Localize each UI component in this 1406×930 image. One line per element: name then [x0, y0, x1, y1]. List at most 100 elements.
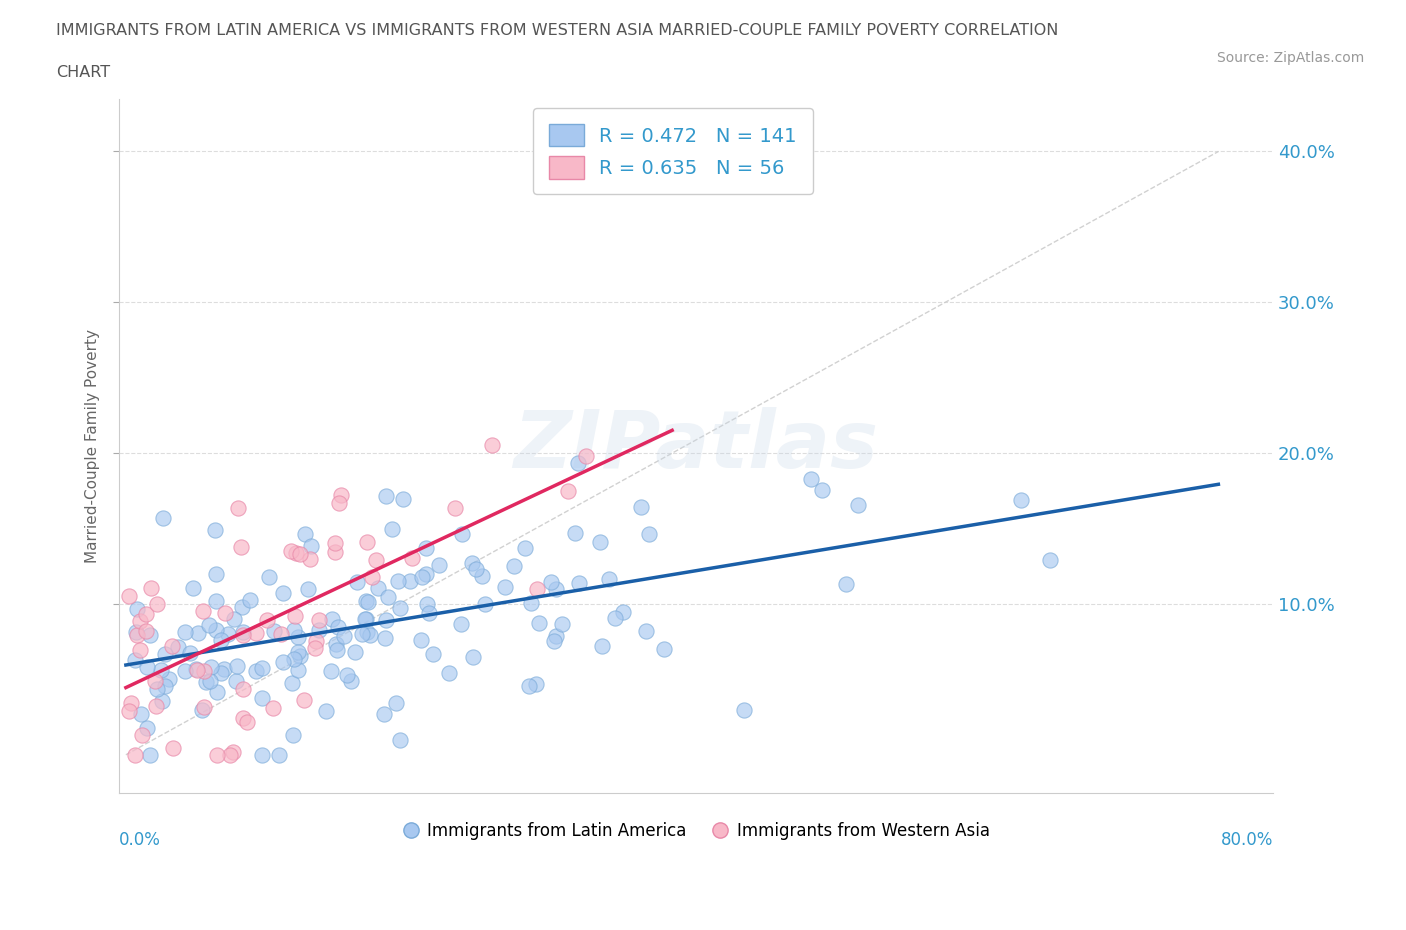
Point [323, 536, 346, 551]
Point [415, 540, 437, 555]
Point [231, 600, 253, 615]
Point [135, 721, 157, 736]
Point [139, 628, 162, 643]
Point [465, 562, 488, 577]
Point [256, 612, 278, 627]
Point [503, 559, 526, 574]
Point [287, 662, 309, 677]
Point [294, 526, 316, 541]
Point [298, 551, 321, 566]
Point [186, 662, 208, 677]
Point [325, 637, 347, 652]
Point [270, 627, 292, 642]
Point [517, 679, 540, 694]
Point [271, 655, 294, 670]
Point [359, 627, 381, 642]
Point [364, 552, 387, 567]
Point [118, 704, 141, 719]
Point [205, 593, 228, 608]
Point [375, 613, 398, 628]
Point [194, 674, 217, 689]
Point [162, 639, 184, 654]
Point [179, 645, 201, 660]
Point [193, 604, 215, 618]
Point [391, 492, 413, 507]
Point [143, 674, 166, 689]
Point [200, 659, 222, 674]
Point [129, 706, 152, 721]
Point [281, 728, 304, 743]
Point [212, 661, 235, 676]
Point [568, 576, 591, 591]
Point [375, 489, 398, 504]
Point [297, 581, 319, 596]
Point [174, 625, 197, 640]
Point [222, 745, 245, 760]
Point [139, 748, 162, 763]
Point [380, 521, 402, 536]
Point [245, 664, 267, 679]
Point [205, 748, 228, 763]
Point [630, 499, 652, 514]
Point [125, 602, 148, 617]
Point [810, 482, 832, 497]
Point [232, 628, 254, 643]
Point [217, 627, 239, 642]
Point [461, 555, 484, 570]
Point [330, 487, 353, 502]
Point [544, 581, 567, 596]
Point [225, 659, 247, 674]
Point [184, 662, 207, 677]
Point [125, 625, 148, 640]
Point [325, 643, 347, 658]
Point [193, 699, 215, 714]
Point [284, 608, 307, 623]
Point [219, 748, 242, 763]
Point [145, 698, 167, 713]
Point [439, 665, 461, 680]
Point [340, 673, 363, 688]
Point [634, 623, 657, 638]
Point [354, 611, 377, 626]
Point [292, 693, 315, 708]
Point [846, 498, 869, 513]
Point [319, 664, 342, 679]
Point [131, 728, 153, 743]
Point [835, 577, 858, 591]
Point [236, 714, 259, 729]
Point [250, 748, 273, 763]
Point [589, 535, 612, 550]
Point [346, 574, 368, 589]
Point [387, 574, 409, 589]
Point [520, 596, 543, 611]
Point [415, 567, 437, 582]
Point [124, 653, 146, 668]
Point [222, 611, 245, 626]
Point [1010, 493, 1032, 508]
Point [204, 523, 226, 538]
Point [135, 606, 157, 621]
Point [239, 592, 262, 607]
Point [250, 691, 273, 706]
Point [360, 570, 382, 585]
Point [471, 568, 494, 583]
Point [544, 629, 567, 644]
Point [280, 544, 302, 559]
Point [193, 663, 215, 678]
Point [150, 694, 173, 709]
Point [305, 634, 328, 649]
Point [427, 557, 450, 572]
Point [564, 526, 586, 541]
Point [377, 590, 399, 604]
Text: 80.0%: 80.0% [1220, 830, 1272, 849]
Point [145, 682, 167, 697]
Point [384, 696, 406, 711]
Point [283, 623, 305, 638]
Point [167, 640, 190, 655]
Point [411, 570, 433, 585]
Point [209, 633, 232, 648]
Point [285, 545, 308, 560]
Point [187, 626, 209, 641]
Point [232, 711, 254, 725]
Point [181, 580, 204, 595]
